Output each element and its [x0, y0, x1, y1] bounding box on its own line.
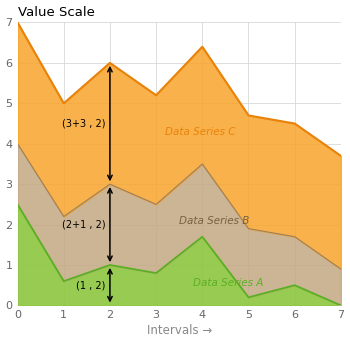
Text: (1 , 2): (1 , 2)	[76, 280, 105, 290]
Text: Data Series A: Data Series A	[193, 278, 264, 288]
Text: Data Series B: Data Series B	[179, 215, 250, 226]
Text: Value Scale: Value Scale	[18, 5, 95, 19]
Text: Data Series C: Data Series C	[165, 127, 236, 137]
Text: (3+3 , 2): (3+3 , 2)	[62, 119, 105, 129]
X-axis label: Intervals →: Intervals →	[147, 324, 212, 338]
Text: (2+1 , 2): (2+1 , 2)	[62, 220, 105, 229]
